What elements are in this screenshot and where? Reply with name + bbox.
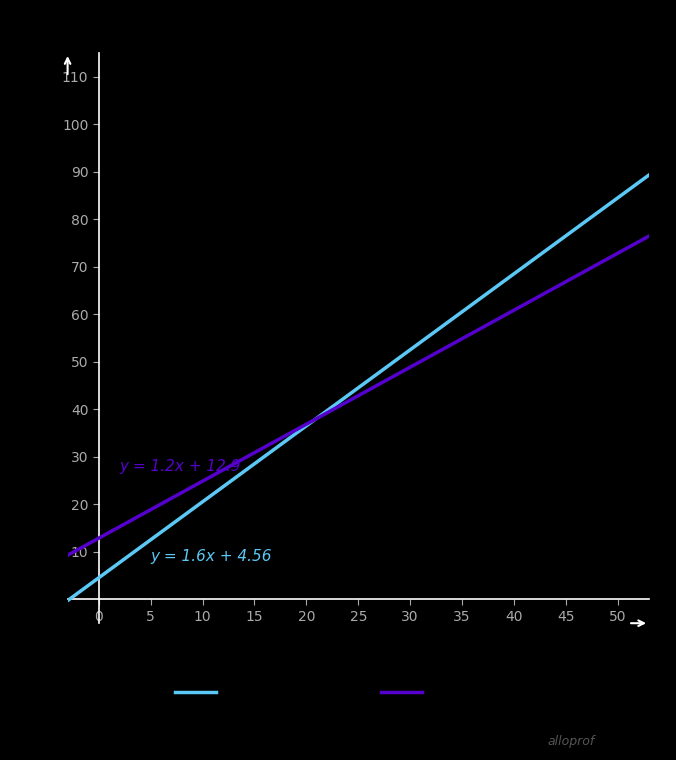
Text: y = 1.2x + 12.9: y = 1.2x + 12.9 xyxy=(120,459,241,474)
Text: Median-median line: Median-median line xyxy=(434,682,598,701)
Text: alloprof: alloprof xyxy=(548,735,595,748)
Text: Mayer line: Mayer line xyxy=(228,682,314,701)
Text: y = 1.6x + 4.56: y = 1.6x + 4.56 xyxy=(151,549,272,565)
Text: Legend: Legend xyxy=(55,682,130,701)
